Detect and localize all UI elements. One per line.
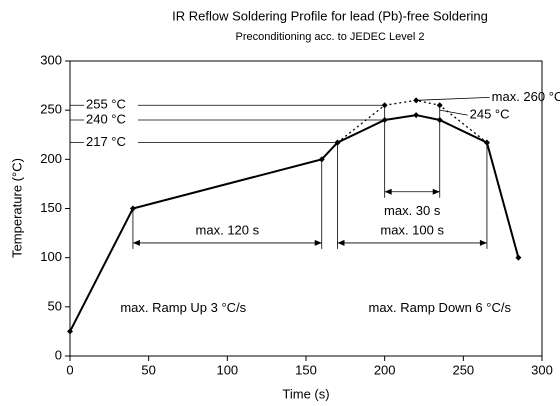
y-tick-label: 50 [48, 298, 62, 313]
arrow-head [132, 239, 140, 246]
x-axis-label: Time (s) [282, 386, 329, 401]
annotation: max. 260 °C [492, 89, 560, 104]
x-tick-label: 100 [216, 362, 238, 377]
y-tick-label: 0 [55, 347, 62, 362]
annotation: max. Ramp Up 3 °C/s [120, 300, 246, 315]
y-axis-label: Temperature (°C) [9, 158, 24, 258]
reference-label: 217 °C [86, 134, 126, 149]
span-label: max. 120 s [196, 222, 260, 237]
x-tick-label: 0 [66, 362, 73, 377]
arrow-head [384, 188, 392, 195]
label-background [84, 134, 138, 151]
x-tick-label: 250 [452, 362, 474, 377]
chart-title: IR Reflow Soldering Profile for lead (Pb… [172, 8, 488, 23]
x-tick-label: 300 [531, 362, 553, 377]
data-line [337, 99, 488, 144]
x-tick-label: 50 [141, 362, 155, 377]
label-background [84, 112, 138, 128]
arrow-head [479, 239, 487, 246]
y-tick-label: 300 [40, 52, 62, 67]
y-tick-label: 150 [40, 200, 62, 215]
label-background [84, 97, 138, 114]
y-tick-label: 200 [40, 151, 62, 166]
annotation: max. Ramp Down 6 °C/s [368, 300, 511, 315]
data-point [515, 254, 522, 261]
data-point [67, 328, 73, 335]
y-tick-label: 100 [40, 249, 62, 264]
y-tick-label: 250 [40, 102, 62, 117]
arrow-head [432, 188, 440, 195]
span-label: max. 30 s [384, 203, 441, 218]
data-point [413, 112, 420, 119]
arrow-head [314, 239, 322, 246]
span-label: max. 100 s [380, 222, 444, 237]
annotation-leader [439, 109, 468, 116]
annotation: 245 °C [470, 107, 510, 122]
arrow-head [337, 239, 345, 246]
reference-label: 255 °C [86, 97, 126, 112]
x-tick-label: 200 [374, 362, 396, 377]
x-tick-label: 150 [295, 362, 317, 377]
annotation-leader [416, 96, 490, 101]
reference-label: 240 °C [86, 111, 126, 126]
chart-subtitle: Preconditioning acc. to JEDEC Level 2 [236, 31, 425, 43]
